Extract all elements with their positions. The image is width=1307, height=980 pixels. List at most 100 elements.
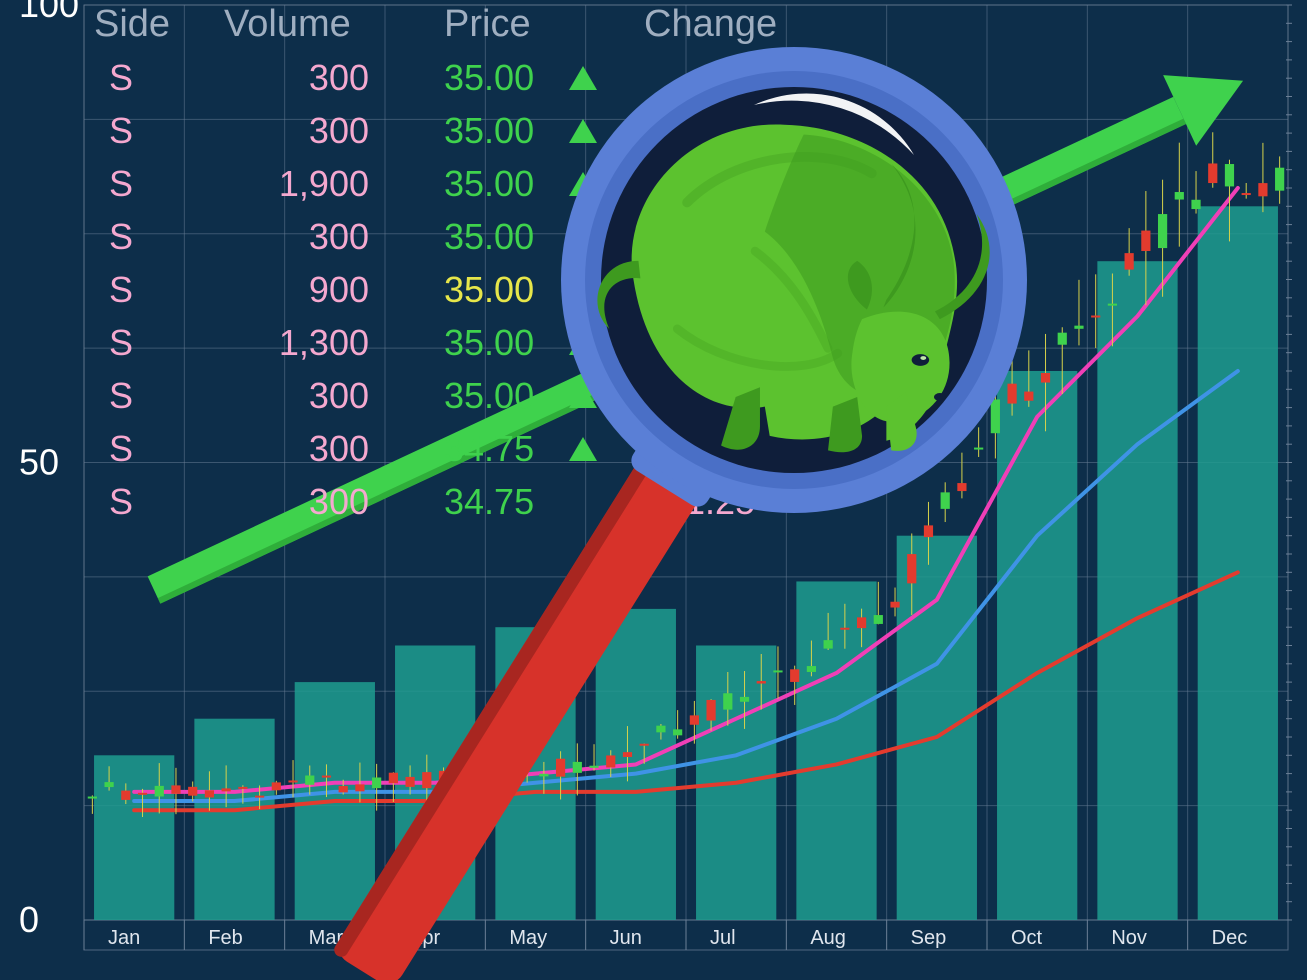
candle-body [305,776,314,785]
volume-bar [194,719,274,920]
table-cell-volume: 300 [309,57,369,98]
candle-body [1125,253,1134,269]
candle-body [188,787,197,796]
candle-body [1275,168,1284,191]
table-headers: SideVolumePriceChange [94,3,777,45]
table-cell-side: S [109,57,133,98]
candle-body [991,399,1000,433]
x-axis-label: Jul [710,927,736,949]
candle-body [589,766,598,768]
candle-body [372,777,381,788]
candle-body [155,786,164,797]
candle-body [355,784,364,791]
candle-body [539,774,548,777]
candle-body [1175,192,1184,200]
table-header: Change [644,3,777,45]
candle-body [1191,200,1200,209]
candle-body [740,697,749,702]
price-up-icon [569,437,597,461]
candle-body [1141,231,1150,251]
candle-body [974,448,983,450]
candle-body [422,772,431,788]
candle-body [807,666,816,672]
table-cell-price: 35.00 [444,216,534,257]
candle-body [840,628,849,630]
volume-bar [1198,206,1278,920]
volume-bar [1097,261,1177,920]
chart-svg: 050100 JanFebMarAprMayJunJulAugSepOctNov… [14,0,1293,980]
table-cell-price: 35.00 [444,375,534,416]
candle-body [272,782,281,790]
table-cell-price: 35.00 [444,110,534,151]
table-cell-price: 35.00 [444,322,534,363]
candle-body [405,777,414,787]
x-axis-label: Feb [208,927,242,949]
candle-body [890,602,899,608]
table-cell-volume: 300 [309,110,369,151]
price-up-icon [569,119,597,143]
table-cell-side: S [109,428,133,469]
candle-body [640,744,649,746]
candle-body [205,790,214,797]
table-cell-volume: 300 [309,375,369,416]
candle-body [790,669,799,682]
candle-body [238,787,247,789]
table-cell-side: S [109,216,133,257]
table-cell-side: S [109,481,133,522]
x-axis-label: Dec [1212,927,1248,949]
table-cell-side: S [109,269,133,310]
candle-body [673,729,682,735]
candle-body [1242,193,1251,195]
x-axis-months: JanFebMarAprMayJunJulAugSepOctNovDec [84,920,1247,950]
table-cell-price: 35.00 [444,163,534,204]
candle-body [104,782,113,787]
candle-body [857,617,866,628]
table-cell-price: 35.00 [444,57,534,98]
candle-body [1108,304,1117,306]
volume-bar [897,536,977,920]
trend-arrow-head [1163,45,1259,145]
table-cell-price: 34.75 [444,428,534,469]
candle-body [1074,326,1083,329]
candle-body [88,797,97,799]
candle-body [389,773,398,784]
table-cell-side: S [109,375,133,416]
table-cell-volume: 300 [309,428,369,469]
x-axis-label: Jun [610,927,642,949]
candle-body [255,796,264,798]
candle-body [957,483,966,491]
candle-body [322,776,331,778]
candle-body [690,715,699,724]
candle-body [1058,333,1067,345]
table-cell-volume: 300 [309,481,369,522]
candle-body [1024,392,1033,401]
candle-body [1091,316,1100,318]
candle-body [706,700,715,721]
candle-body [573,762,582,773]
candle-body [907,554,916,583]
candle-body [941,492,950,509]
table-cell-price: 34.75 [444,481,534,522]
y-axis-label: 50 [19,442,59,483]
candle-body [222,788,231,791]
candle-body [757,681,766,683]
table-cell-side: S [109,322,133,363]
candle-body [924,525,933,537]
candle-body [171,785,180,793]
candle-body [556,759,565,777]
table-cell-side: S [109,163,133,204]
x-axis-label: Jan [108,927,140,949]
table-cell-side: S [109,110,133,151]
table-cell-volume: 1,300 [279,322,369,363]
candle-body [339,786,348,792]
volume-bar [796,581,876,920]
volume-bar [94,755,174,920]
table-header: Side [94,3,170,45]
candle-body [773,670,782,672]
candle-body [656,726,665,733]
table-header: Volume [224,3,351,45]
candle-body [723,693,732,709]
candle-body [824,640,833,648]
table-cell-volume: 900 [309,269,369,310]
x-axis-label: Nov [1111,927,1147,949]
